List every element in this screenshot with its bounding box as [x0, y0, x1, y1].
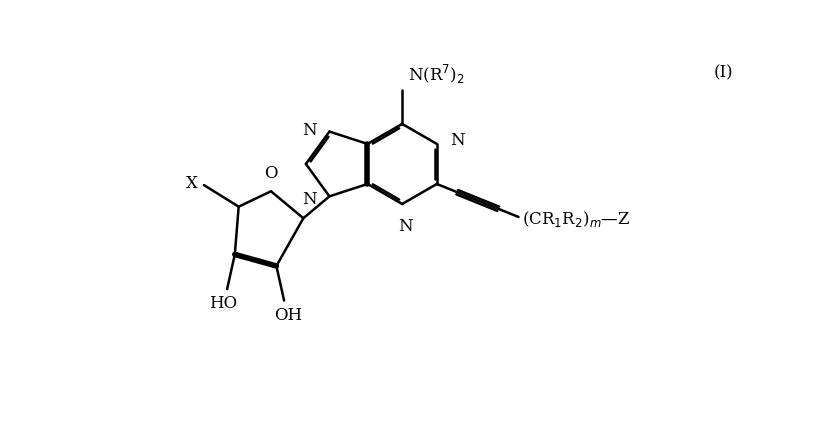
Text: N: N: [397, 218, 412, 235]
Text: X: X: [185, 175, 198, 192]
Text: N: N: [301, 121, 316, 138]
Text: OH: OH: [273, 307, 301, 324]
Text: O: O: [264, 165, 277, 182]
Text: N: N: [450, 132, 464, 149]
Text: N(R$^7$)$_2$: N(R$^7$)$_2$: [408, 63, 465, 86]
Text: HO: HO: [209, 295, 237, 312]
Text: (I): (I): [713, 65, 732, 82]
Text: N: N: [301, 191, 316, 208]
Text: (CR$_1$R$_2$)$_m$—Z: (CR$_1$R$_2$)$_m$—Z: [522, 209, 630, 228]
